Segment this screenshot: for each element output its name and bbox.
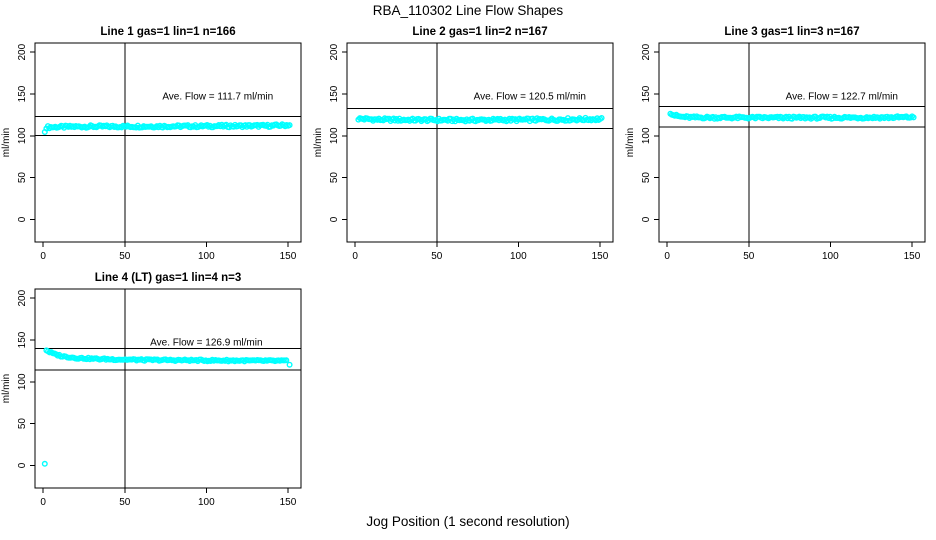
panel-3-data-points: [667, 110, 917, 122]
y-tick-label: 100: [17, 373, 28, 390]
x-tick-label: 150: [592, 251, 609, 262]
x-tick-label: 0: [352, 251, 358, 262]
panel-2-plot-box: [346, 42, 614, 243]
panel-1-ave-flow-text: Ave. Flow = 111.7 ml/min: [162, 92, 273, 103]
y-tick-label: 150: [641, 85, 652, 102]
panel-1-title: Line 1 gas=1 lin=1 n=166: [100, 26, 235, 38]
y-tick-label: 150: [17, 331, 28, 348]
panel-2: Line 2 gas=1 lin=2 n=167 Ave. Flow = 120.…: [313, 26, 614, 262]
y-tick-label: 50: [641, 172, 652, 184]
panel-4-title: Line 4 (LT) gas=1 lin=4 n=3: [95, 272, 241, 284]
x-axis-label: Jog Position (1 second resolution): [366, 514, 570, 529]
y-tick-label: 0: [329, 216, 340, 222]
panel-3: Line 3 gas=1 lin=3 n=167 Ave. Flow = 122.…: [625, 26, 926, 262]
panel-2-data-points: [355, 114, 605, 125]
y-tick-label: 100: [329, 127, 340, 144]
y-tick-label: 50: [17, 418, 28, 430]
x-tick-label: 50: [119, 497, 131, 508]
panel-4: Line 4 (LT) gas=1 lin=4 n=3 Ave. Flow = 1…: [1, 272, 302, 508]
x-tick-label: 50: [119, 251, 131, 262]
x-tick-label: 0: [40, 251, 46, 262]
data-point: [283, 357, 290, 364]
data-point-outlier: [41, 128, 48, 135]
panel-3-plot-box: [658, 42, 926, 243]
panel-4-ave-flow-text: Ave. Flow = 126.9 ml/min: [150, 338, 262, 349]
data-point-outlier: [286, 361, 293, 368]
panel-2-title: Line 2 gas=1 lin=2 n=167: [412, 26, 547, 38]
x-tick-label: 100: [822, 251, 839, 262]
y-tick-label: 200: [641, 43, 652, 60]
y-tick-label: 0: [17, 216, 28, 222]
panel-2-y-axis-label: ml/min: [313, 128, 324, 157]
panel-3-title: Line 3 gas=1 lin=3 n=167: [724, 26, 859, 38]
panel-1-plot-box: [34, 42, 302, 243]
data-point: [286, 122, 293, 129]
panel-4-plot-box: [34, 288, 302, 489]
x-tick-label: 150: [904, 251, 921, 262]
panel-1: Line 1 gas=1 lin=1 n=166 Ave. Flow = 111.…: [1, 26, 302, 262]
x-tick-label: 100: [198, 497, 215, 508]
x-tick-label: 100: [198, 251, 215, 262]
y-tick-label: 100: [641, 127, 652, 144]
x-tick-label: 150: [280, 497, 297, 508]
y-tick-label: 150: [329, 85, 340, 102]
panel-4-y-axis-label: ml/min: [1, 374, 12, 403]
panel-3-y-axis-label: ml/min: [625, 128, 636, 157]
y-tick-label: 0: [641, 216, 652, 222]
y-tick-label: 200: [17, 289, 28, 306]
x-tick-label: 100: [510, 251, 527, 262]
x-tick-label: 50: [431, 251, 443, 262]
y-tick-label: 150: [17, 85, 28, 102]
x-tick-label: 0: [664, 251, 670, 262]
figure-title: RBA_110302 Line Flow Shapes: [372, 3, 564, 18]
x-tick-label: 0: [40, 497, 46, 508]
panel-2-ave-flow-text: Ave. Flow = 120.5 ml/min: [474, 92, 586, 103]
panel-1-y-axis-label: ml/min: [1, 128, 12, 157]
panel-4-data-points: [41, 347, 293, 467]
panel-1-data-points: [41, 121, 293, 135]
x-tick-label: 150: [280, 251, 297, 262]
y-tick-label: 0: [17, 462, 28, 468]
y-tick-label: 100: [17, 127, 28, 144]
data-point: [910, 114, 917, 121]
y-tick-label: 200: [17, 43, 28, 60]
data-point-outlier: [41, 460, 48, 467]
data-point: [598, 114, 605, 121]
y-tick-label: 50: [329, 172, 340, 184]
y-tick-label: 50: [17, 172, 28, 184]
x-tick-label: 50: [743, 251, 755, 262]
y-tick-label: 200: [329, 43, 340, 60]
panel-3-ave-flow-text: Ave. Flow = 122.7 ml/min: [786, 92, 898, 103]
